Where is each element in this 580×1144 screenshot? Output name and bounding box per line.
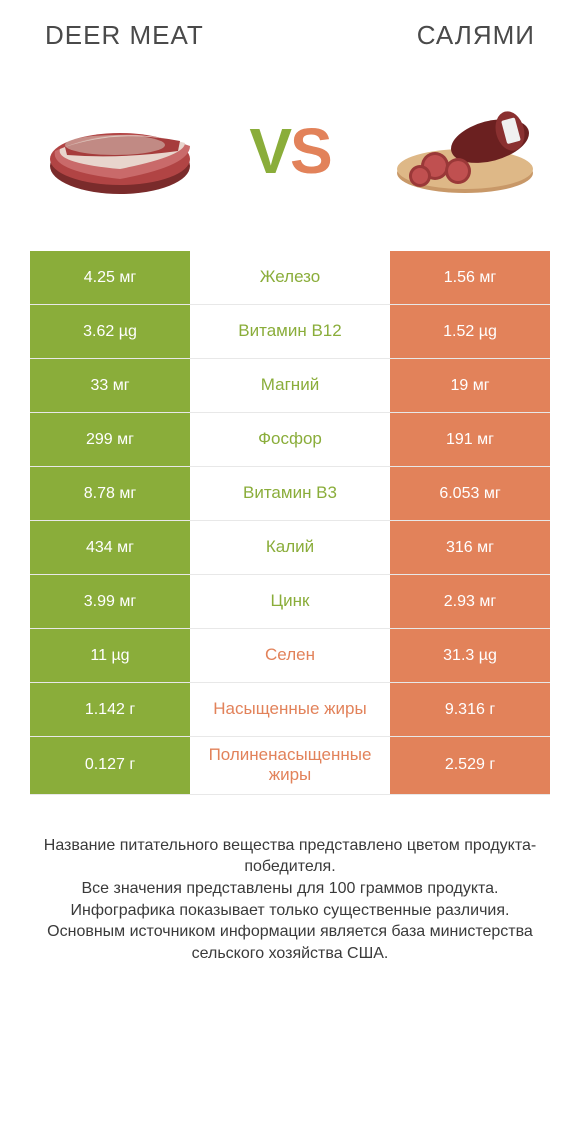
left-value: 434 мг bbox=[30, 521, 190, 574]
right-product-title: САЛЯМИ bbox=[417, 20, 535, 51]
nutrient-label: Полиненасыщенные жиры bbox=[190, 737, 390, 794]
table-row: 11 µgСелен31.3 µg bbox=[30, 629, 550, 683]
salami-icon bbox=[380, 101, 540, 201]
table-row: 3.62 µgВитамин B121.52 µg bbox=[30, 305, 550, 359]
table-row: 299 мгФосфор191 мг bbox=[30, 413, 550, 467]
right-product-image bbox=[375, 91, 545, 211]
header: DEER MEAT САЛЯМИ bbox=[0, 0, 580, 61]
left-product-title: DEER MEAT bbox=[45, 20, 204, 51]
deer-meat-icon bbox=[40, 101, 200, 201]
footnote-text: Название питательного вещества представл… bbox=[44, 837, 536, 962]
right-value: 1.56 мг bbox=[390, 251, 550, 304]
table-row: 4.25 мгЖелезо1.56 мг bbox=[30, 251, 550, 305]
left-value: 299 мг bbox=[30, 413, 190, 466]
comparison-table: 4.25 мгЖелезо1.56 мг3.62 µgВитамин B121.… bbox=[0, 251, 580, 795]
nutrient-label: Насыщенные жиры bbox=[190, 683, 390, 736]
table-row: 0.127 гПолиненасыщенные жиры2.529 г bbox=[30, 737, 550, 795]
nutrient-label: Калий bbox=[190, 521, 390, 574]
table-row: 3.99 мгЦинк2.93 мг bbox=[30, 575, 550, 629]
nutrient-label: Селен bbox=[190, 629, 390, 682]
table-row: 434 мгКалий316 мг bbox=[30, 521, 550, 575]
right-value: 316 мг bbox=[390, 521, 550, 574]
left-value: 4.25 мг bbox=[30, 251, 190, 304]
right-value: 6.053 мг bbox=[390, 467, 550, 520]
right-value: 1.52 µg bbox=[390, 305, 550, 358]
right-value: 19 мг bbox=[390, 359, 550, 412]
table-row: 1.142 гНасыщенные жиры9.316 г bbox=[30, 683, 550, 737]
left-value: 3.62 µg bbox=[30, 305, 190, 358]
nutrient-label: Витамин B3 bbox=[190, 467, 390, 520]
left-value: 0.127 г bbox=[30, 737, 190, 794]
right-value: 191 мг bbox=[390, 413, 550, 466]
vs-label: VS bbox=[249, 114, 330, 188]
left-value: 8.78 мг bbox=[30, 467, 190, 520]
left-value: 11 µg bbox=[30, 629, 190, 682]
left-value: 1.142 г bbox=[30, 683, 190, 736]
nutrient-label: Фосфор bbox=[190, 413, 390, 466]
footnote: Название питательного вещества представл… bbox=[0, 795, 580, 965]
vs-s: S bbox=[290, 115, 331, 187]
right-value: 2.93 мг bbox=[390, 575, 550, 628]
left-product-image bbox=[35, 91, 205, 211]
nutrient-label: Цинк bbox=[190, 575, 390, 628]
right-value: 31.3 µg bbox=[390, 629, 550, 682]
vs-v: V bbox=[249, 115, 290, 187]
left-value: 3.99 мг bbox=[30, 575, 190, 628]
vs-row: VS bbox=[0, 61, 580, 251]
right-value: 9.316 г bbox=[390, 683, 550, 736]
right-value: 2.529 г bbox=[390, 737, 550, 794]
nutrient-label: Магний bbox=[190, 359, 390, 412]
table-row: 8.78 мгВитамин B36.053 мг bbox=[30, 467, 550, 521]
left-value: 33 мг bbox=[30, 359, 190, 412]
table-row: 33 мгМагний19 мг bbox=[30, 359, 550, 413]
nutrient-label: Железо bbox=[190, 251, 390, 304]
nutrient-label: Витамин B12 bbox=[190, 305, 390, 358]
